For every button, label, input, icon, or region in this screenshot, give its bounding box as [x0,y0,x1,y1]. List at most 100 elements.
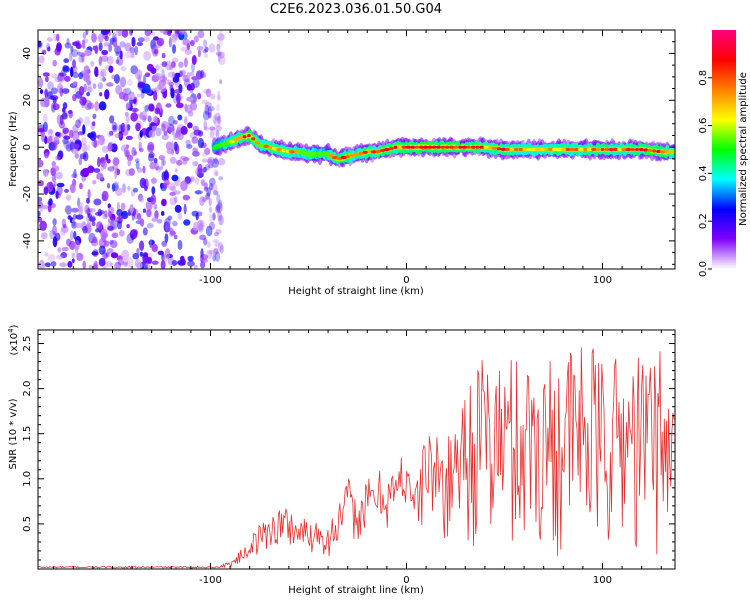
noise-blob [81,53,85,63]
noise-blob [191,136,199,144]
noise-blob [38,196,43,203]
noise-blob [213,190,219,196]
noise-blob [38,259,45,269]
noise-blob [154,107,161,115]
noise-blob [195,167,203,177]
noise-blob [115,84,122,95]
ridge-peak [251,137,256,141]
noise-blob [165,221,171,232]
noise-blob [206,187,211,197]
ridge-peak [419,145,424,149]
noise-blob [163,92,167,99]
noise-blob [98,42,103,52]
noise-blob [50,261,57,267]
noise-blob [55,190,59,199]
noise-blob [123,88,128,94]
ridge-peak [281,148,286,153]
ridge-peak [583,147,588,152]
colorbar-tick-label: 0.0 [698,261,709,277]
noise-blob [159,84,167,93]
noise-blob [129,204,134,214]
ridge-peak [436,145,441,149]
noise-blob [44,262,51,268]
noise-blob [116,208,123,217]
noise-blob [136,167,143,173]
noise-blob [217,90,221,100]
noise-blob [38,217,43,223]
spectrogram-y-ticks: -40 -20 0 20 40 [22,29,675,265]
ridge-peak [276,147,283,152]
noise-blob [43,186,49,195]
noise-blob [61,246,69,252]
noise-blob [161,52,166,59]
noise-blob [192,147,198,154]
noise-blob [217,210,222,221]
noise-blob [59,87,64,97]
noise-blob [91,251,99,256]
noise-blob [200,221,206,228]
noise-blob [108,43,112,53]
noise-blob [136,93,142,98]
noise-blob [141,127,147,136]
noise-blob [126,79,133,86]
noise-blob [50,141,58,151]
snr-series-line [38,347,675,569]
noise-blob [69,183,76,194]
noise-blob [82,124,86,135]
noise-blob [119,76,126,88]
x-tick-label: 100 [593,275,612,286]
ridge-peak [565,147,571,152]
noise-blob [182,38,190,46]
noise-blob [167,71,176,78]
y-tick-label: 1.5 [22,426,33,442]
noise-blob [193,264,198,269]
noise-blob [154,72,162,80]
ridge-peak [600,147,605,152]
noise-blob [215,203,221,212]
ridge-peak [483,145,489,149]
noise-blob [63,58,70,64]
noise-blob [132,253,140,260]
noise-blob [142,227,148,236]
noise-blob [195,190,203,195]
noise-blob [136,262,143,269]
noise-blob [199,196,205,207]
ridge-peak [461,145,468,149]
ridge-peak [604,147,610,152]
noise-blob [98,134,105,146]
noise-blob [217,241,223,252]
ridge-peak [591,147,597,152]
y-tick-label: 0.5 [22,516,33,532]
spectrogram-x-axis-label: Height of straight line (km) [288,286,424,297]
noise-blob [134,45,139,56]
noise-blob [133,150,137,156]
noise-blob [202,88,211,94]
ridge-peak [500,147,507,151]
noise-blob [136,41,143,47]
noise-blob [158,155,166,161]
noise-blob [84,68,90,80]
snr-y-ticks: 0.5 1.0 1.5 2.0 2.5 [22,334,675,561]
noise-blob [87,220,91,226]
ridge-peak [496,147,502,151]
noise-blob [133,229,138,237]
noise-blob [102,30,110,35]
y-tick-label: -20 [22,186,33,202]
noise-blob [97,208,102,217]
noise-blob [177,239,183,251]
noise-blob [101,190,109,202]
ridge-peak [518,147,523,152]
noise-blob [186,96,194,102]
noise-blob [82,32,87,39]
noise-blob [212,254,217,262]
noise-blob [102,77,106,82]
noise-blob [91,33,97,43]
noise-blob [78,157,83,166]
noise-blob [203,186,208,192]
noise-blob [78,206,83,216]
noise-blob [155,127,162,137]
noise-blob [195,177,200,185]
noise-blob [111,164,119,169]
noise-blob [48,129,53,135]
noise-blob [205,163,211,171]
